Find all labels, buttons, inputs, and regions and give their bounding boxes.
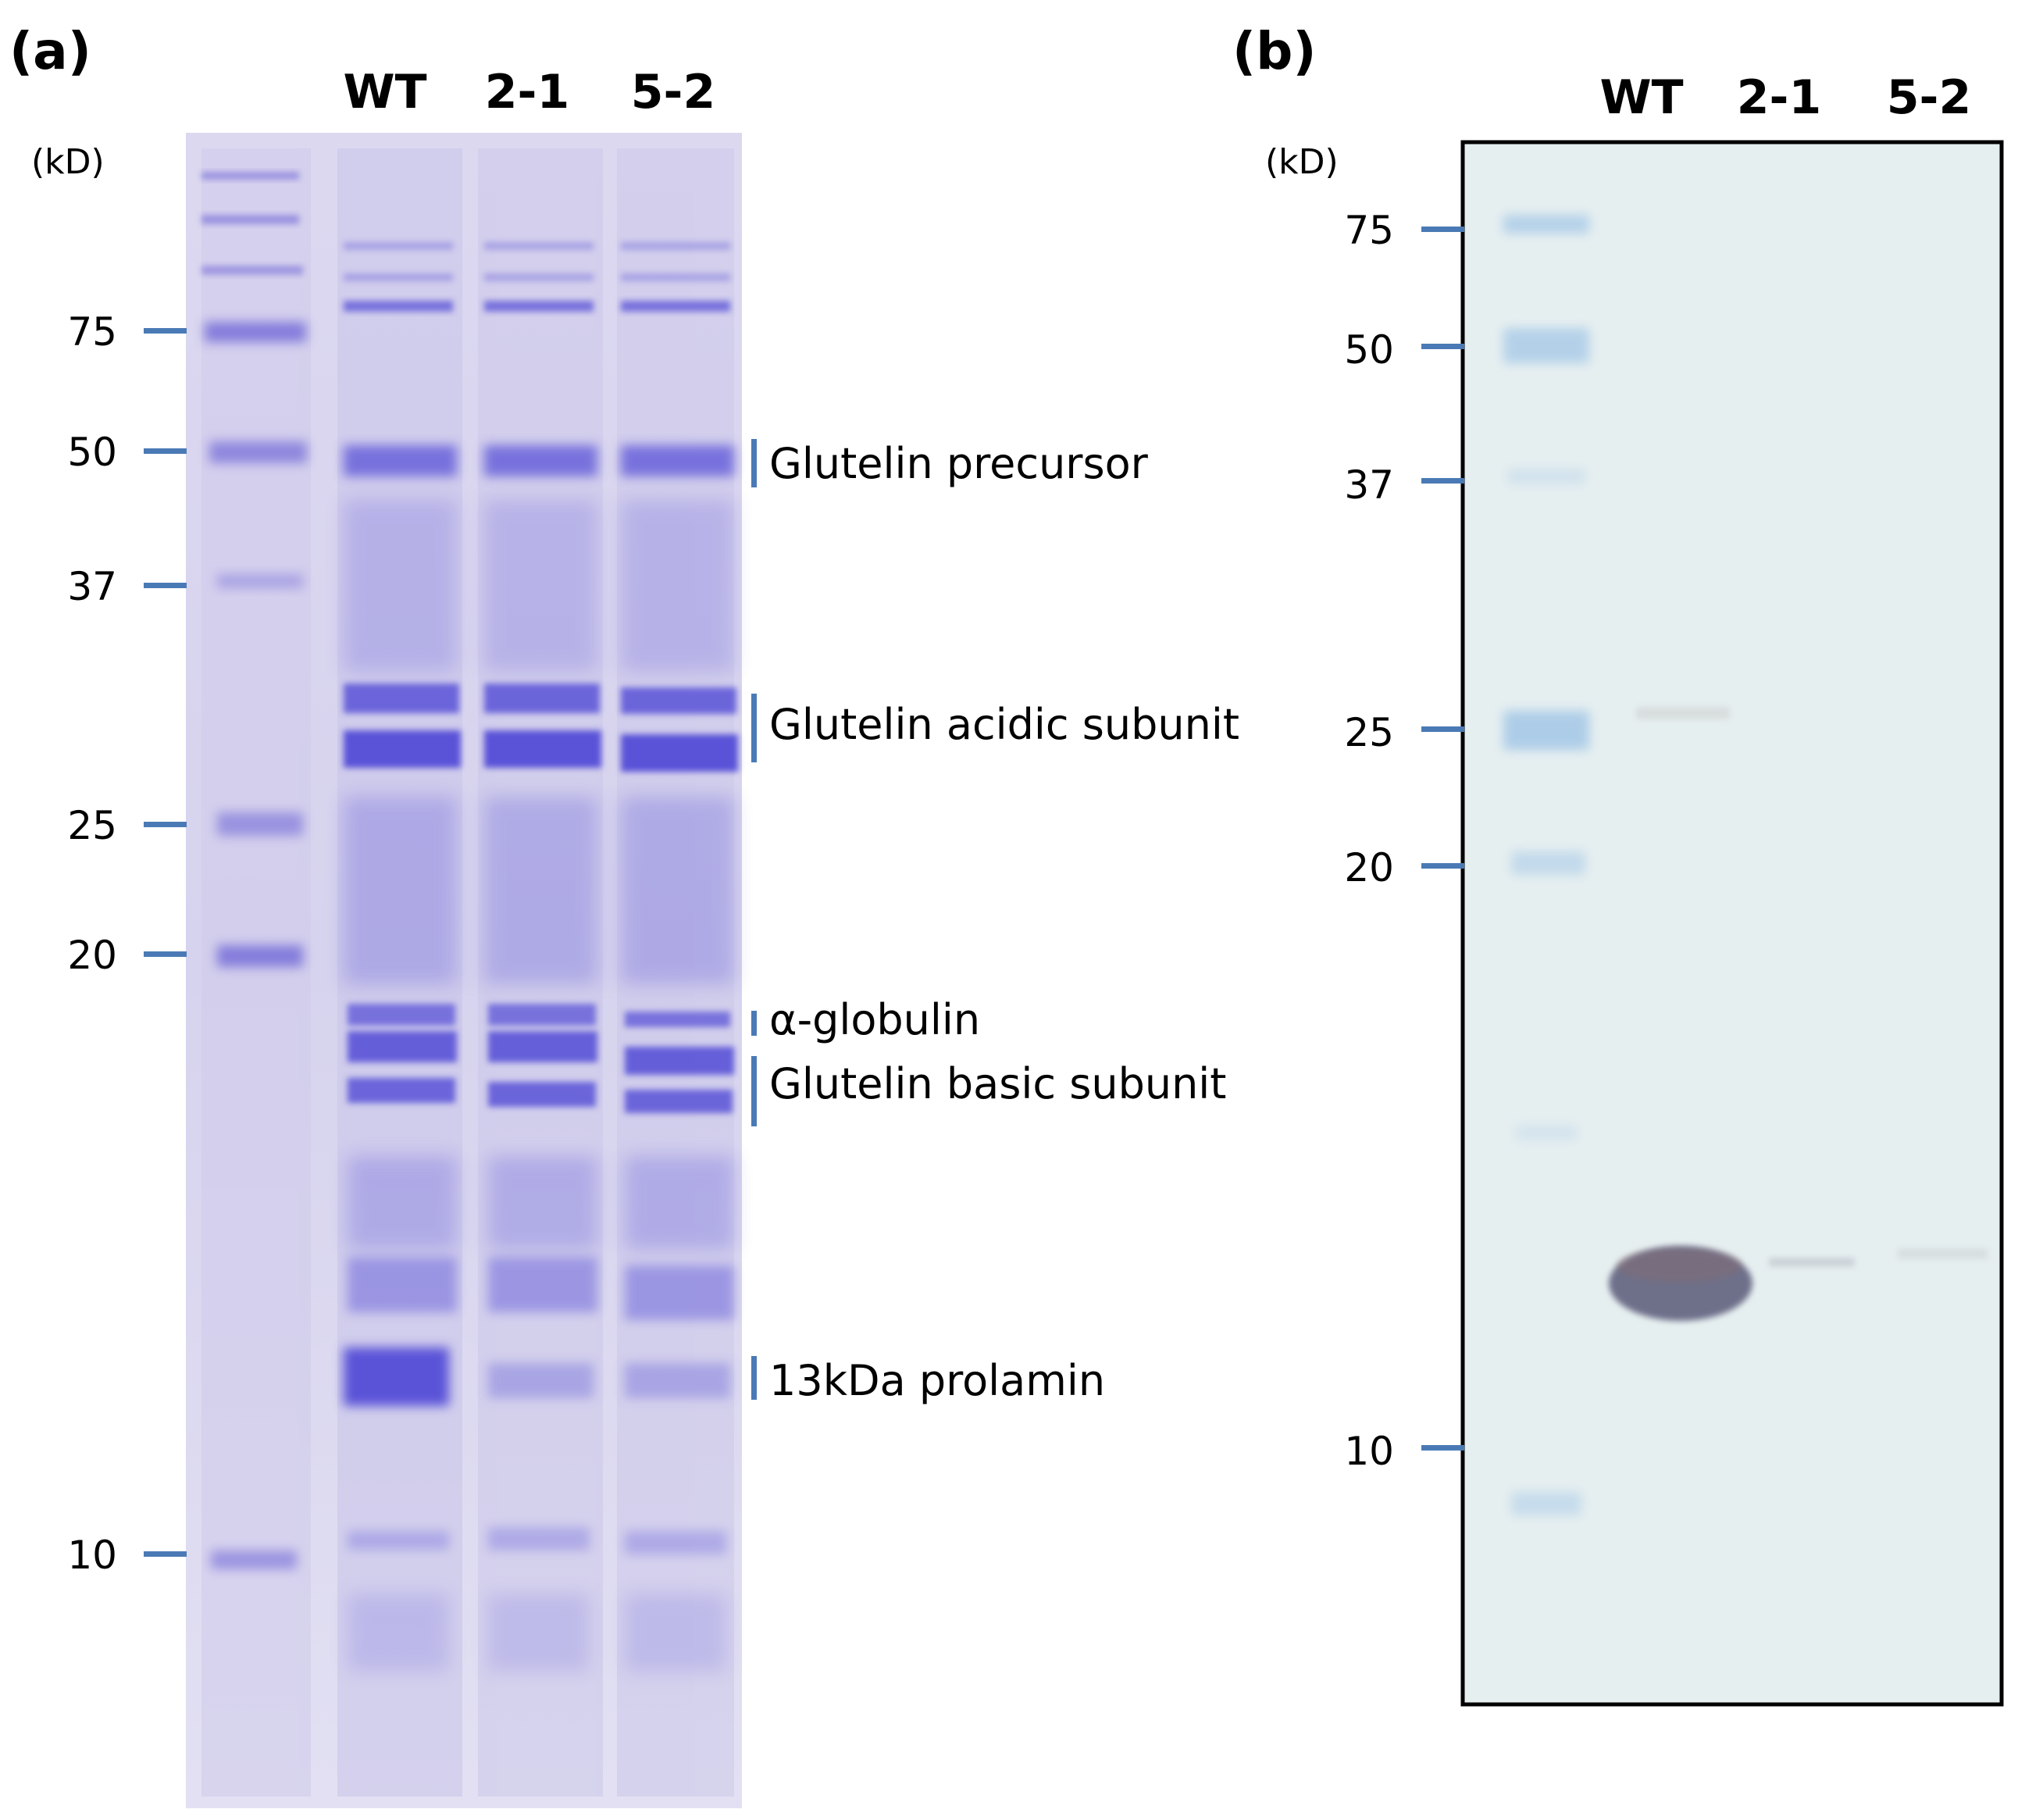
panel-b: (b) (kD) WT 2-1 5-2 75 50: [1232, 21, 2004, 1707]
panel-b-marker-20: 20: [1344, 845, 1394, 890]
panel-b-marker-25: 25: [1344, 710, 1394, 755]
panel-b-tick-75: [1421, 227, 1464, 232]
panel-a-tick-50: [144, 448, 187, 454]
panel-b-lane-2-1: 2-1: [1737, 70, 1821, 125]
panel-b-marker-10: 10: [1344, 1429, 1394, 1474]
panel-b-tick-37: [1421, 478, 1464, 484]
band-annotations: Glutelin precursor Glutelin acidic subun…: [751, 439, 1239, 1405]
bracket-alpha-globulin: [751, 1011, 757, 1036]
panel-b-marker-37: 37: [1344, 462, 1394, 508]
panel-a-marker-20: 20: [67, 933, 117, 978]
panel-b-lane-wt: WT: [1599, 70, 1683, 125]
blot-signal: [1609, 707, 1988, 1321]
label-prolamin: 13kDa prolamin: [769, 1356, 1105, 1405]
bracket-prolamin: [751, 1356, 757, 1400]
panel-a-tick-10: [144, 1551, 187, 1557]
panel-b-lane-5-2: 5-2: [1887, 70, 1971, 125]
bracket-glutelin-precursor: [751, 439, 757, 487]
blot-membrane: [1460, 140, 2004, 1707]
blot-band-5-2: [1898, 1248, 1988, 1259]
panel-a-marker-10: 10: [67, 1533, 117, 1578]
panel-a-tick-75: [144, 328, 187, 334]
bracket-glutelin-basic: [751, 1056, 757, 1126]
bracket-glutelin-acidic: [751, 694, 757, 762]
panel-b-tick-20: [1421, 863, 1464, 869]
panel-a: (a) (kD) WT 2-1 5-2: [9, 21, 1239, 1808]
panel-b-label: (b): [1232, 21, 1317, 81]
panel-a-tick-20: [144, 951, 187, 957]
panel-a-marker-75: 75: [67, 309, 117, 355]
panel-a-tick-37: [144, 583, 187, 588]
gel-sample-bands: [344, 242, 738, 1672]
panel-a-lane-wt: WT: [343, 65, 426, 120]
panel-a-label: (a): [9, 21, 91, 81]
panel-a-marker-25: 25: [67, 803, 117, 848]
panel-b-tick-50: [1421, 344, 1464, 349]
panel-b-marker-75: 75: [1344, 208, 1394, 253]
panel-a-marker-50: 50: [67, 430, 117, 475]
panel-a-unit: (kD): [31, 142, 105, 182]
panel-b-tick-25: [1421, 726, 1464, 732]
panel-b-unit: (kD): [1265, 142, 1339, 182]
panel-b-tick-10: [1421, 1445, 1464, 1451]
panel-a-markers: 75 50 37 25 20 10: [67, 309, 187, 1578]
label-glutelin-basic: Glutelin basic subunit: [769, 1059, 1226, 1108]
panel-b-marker-50: 50: [1344, 327, 1394, 373]
panel-b-markers: 75 50 37 25 20 10: [1344, 208, 1464, 1474]
blot-band-2-1: [1769, 1258, 1855, 1267]
panel-a-marker-37: 37: [67, 564, 117, 609]
label-glutelin-acidic: Glutelin acidic subunit: [769, 700, 1239, 749]
panel-a-lane-2-1: 2-1: [485, 65, 569, 120]
panel-a-tick-25: [144, 822, 187, 827]
panel-a-lane-5-2: 5-2: [631, 65, 715, 120]
label-alpha-globulin: α-globulin: [769, 995, 980, 1044]
blot-ladder: [1503, 215, 1589, 1515]
label-glutelin-precursor: Glutelin precursor: [769, 439, 1149, 488]
gel-ladder: [201, 172, 307, 1569]
